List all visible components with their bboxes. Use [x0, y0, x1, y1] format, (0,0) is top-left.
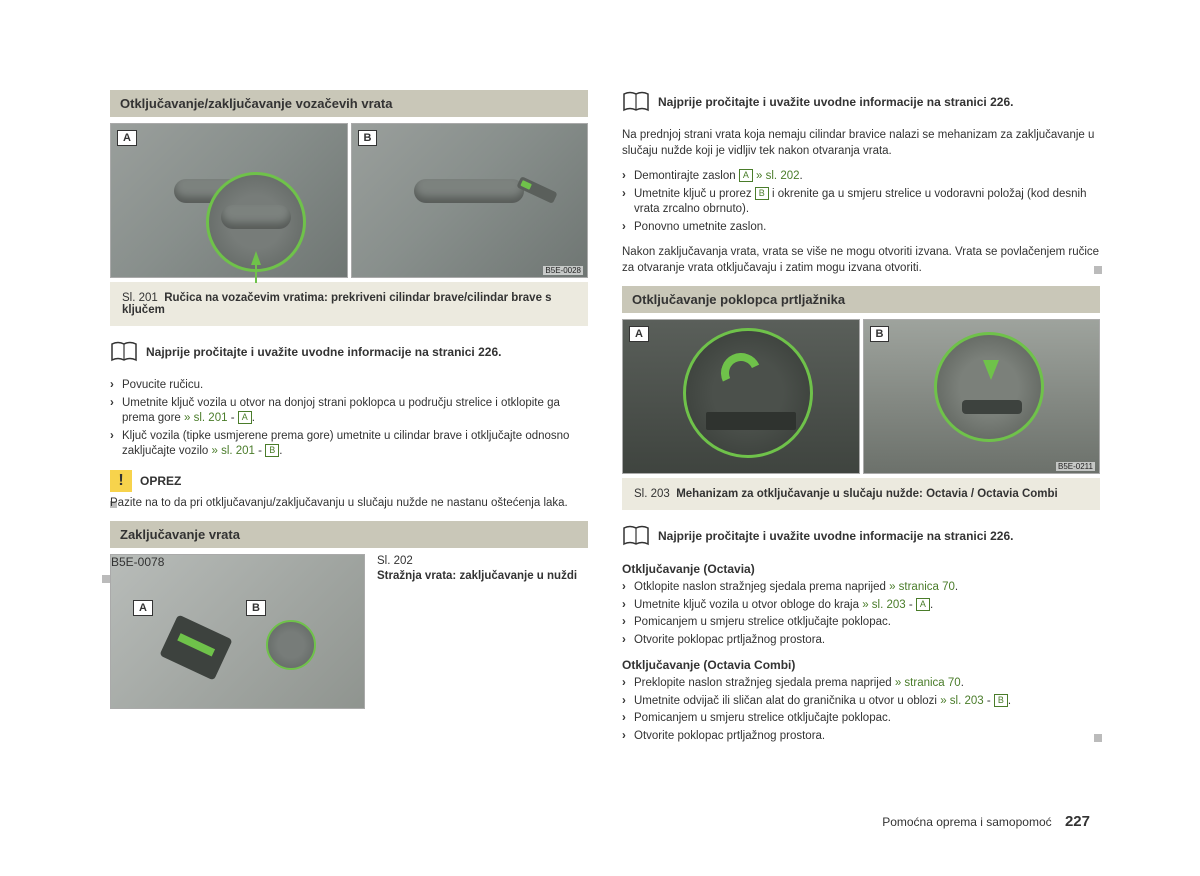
- list-item: Pomicanjem u smjeru strelice otključajte…: [622, 615, 1100, 631]
- book-icon: [110, 340, 138, 364]
- list-item: Preklopite naslon stražnjeg sjedala prem…: [622, 676, 1100, 692]
- figure-201-caption: Sl. 201 Ručica na vozačevim vratima: pre…: [110, 282, 588, 326]
- instruction-list-3: Otklopite naslon stražnjeg sjedala prema…: [622, 580, 1100, 648]
- section-header-1: Otključavanje/zaključavanje vozačevih vr…: [110, 90, 588, 117]
- figure-202-image: A B B5E-0078: [110, 554, 365, 709]
- figure-201-b: B B5E-0028: [351, 123, 589, 278]
- right-column: Najprije pročitajte i uvažite uvodne inf…: [622, 90, 1100, 754]
- caution-text: Pazite na to da pri otključavanju/zaklju…: [110, 496, 588, 512]
- photo-label: B: [870, 326, 890, 342]
- caution-box: ! OPREZ Pazite na to da pri otključavanj…: [110, 470, 588, 512]
- page-footer: Pomoćna oprema i samopomoć 227: [882, 813, 1090, 830]
- footer-text: Pomoćna oprema i samopomoć: [882, 815, 1051, 829]
- photo-label: A: [117, 130, 137, 146]
- image-code: B5E-0078: [111, 555, 364, 569]
- list-item: Demontirajte zaslon A » sl. 202.: [622, 169, 1100, 185]
- instruction-list-2: Demontirajte zaslon A » sl. 202. Umetnit…: [622, 169, 1100, 235]
- section-header-2: Zaključavanje vrata: [110, 521, 588, 548]
- list-item: Otvorite poklopac prtljažnog prostora.: [622, 633, 1100, 649]
- list-item: Pomicanjem u smjeru strelice otključajte…: [622, 711, 1100, 727]
- instruction-list-4: Preklopite naslon stražnjeg sjedala prem…: [622, 676, 1100, 744]
- read-first-note: Najprije pročitajte i uvažite uvodne inf…: [622, 90, 1100, 114]
- section-end-marker: [1094, 734, 1102, 742]
- list-item: Povucite ručicu.: [110, 378, 588, 394]
- paragraph: Na prednjoj strani vrata koja nemaju cil…: [622, 128, 1100, 159]
- book-icon: [622, 524, 650, 548]
- photo-label: A: [629, 326, 649, 342]
- read-first-note: Najprije pročitajte i uvažite uvodne inf…: [110, 340, 588, 364]
- list-item: Otvorite poklopac prtljažnog prostora.: [622, 729, 1100, 745]
- paragraph: Nakon zaključavanja vrata, vrata se više…: [622, 245, 1100, 276]
- figure-203-b: B B5E-0211: [863, 319, 1101, 474]
- figure-201: A B B5E-0028: [110, 123, 588, 278]
- figure-203-caption: Sl. 203 Mehanizam za otključavanje u slu…: [622, 478, 1100, 510]
- image-code: B5E-0211: [1056, 462, 1095, 471]
- list-item: Umetnite ključ u prorez B i okrenite ga …: [622, 187, 1100, 218]
- section-header-3: Otključavanje poklopca prtljažnika: [622, 286, 1100, 313]
- image-code: B5E-0028: [543, 266, 583, 275]
- subheading: Otključavanje (Octavia Combi): [622, 658, 1100, 672]
- section-end-marker: [1094, 266, 1102, 274]
- page-number: 227: [1065, 813, 1090, 830]
- list-item: Umetnite odvijač ili sličan alat do gran…: [622, 694, 1100, 710]
- subheading: Otključavanje (Octavia): [622, 562, 1100, 576]
- list-item: Umetnite ključ vozila u otvor na donjoj …: [110, 396, 588, 427]
- list-item: Ponovno umetnite zaslon.: [622, 220, 1100, 236]
- list-item: Ključ vozila (tipke usmjerene prema gore…: [110, 429, 588, 460]
- figure-202-caption: Sl. 202 Stražnja vrata: zaključavanje u …: [377, 554, 588, 709]
- left-column: Otključavanje/zaključavanje vozačevih vr…: [110, 90, 588, 754]
- caution-title: OPREZ: [140, 474, 181, 488]
- figure-202: A B B5E-0078 Sl. 202 Stražnja vrata: zak…: [110, 554, 588, 709]
- read-first-note: Najprije pročitajte i uvažite uvodne inf…: [622, 524, 1100, 548]
- book-icon: [622, 90, 650, 114]
- photo-label: B: [358, 130, 378, 146]
- figure-201-a: A: [110, 123, 348, 278]
- warning-icon: !: [110, 470, 132, 492]
- figure-203: A B B5E-0211: [622, 319, 1100, 474]
- instruction-list-1: Povucite ručicu. Umetnite ključ vozila u…: [110, 378, 588, 460]
- figure-203-a: A: [622, 319, 860, 474]
- list-item: Umetnite ključ vozila u otvor obloge do …: [622, 598, 1100, 614]
- list-item: Otklopite naslon stražnjeg sjedala prema…: [622, 580, 1100, 596]
